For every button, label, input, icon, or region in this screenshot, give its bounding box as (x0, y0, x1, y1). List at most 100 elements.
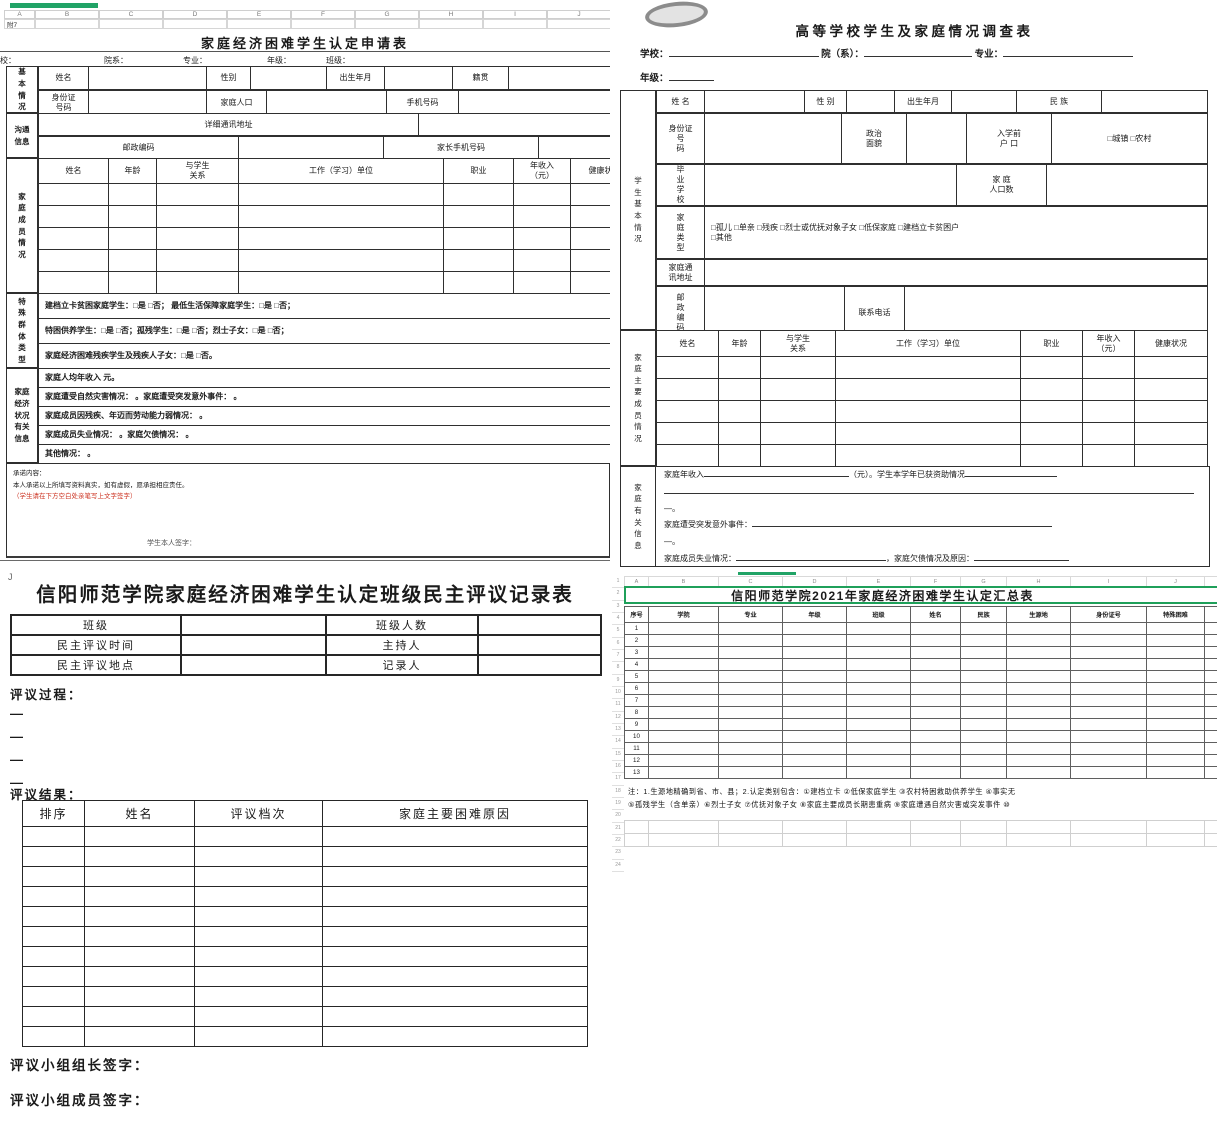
grid-cell[interactable] (910, 694, 961, 707)
grid-cell[interactable] (782, 730, 847, 743)
column-header[interactable]: D (782, 576, 847, 587)
grid-cell[interactable] (648, 766, 719, 779)
row-number[interactable]: 16 (612, 761, 624, 774)
grid-cell[interactable] (782, 658, 847, 671)
row-number[interactable]: 19 (612, 798, 624, 811)
grid-cell[interactable] (1070, 766, 1147, 779)
row-number[interactable]: 6 (612, 638, 624, 650)
grid-cell[interactable] (1070, 646, 1147, 659)
row-index-cell[interactable]: 5 (624, 670, 649, 683)
grid-cell[interactable] (910, 658, 961, 671)
grid-cell[interactable] (718, 634, 783, 647)
grid-cell[interactable] (910, 706, 961, 719)
grid-cell[interactable] (960, 682, 1007, 695)
column-header[interactable]: C (99, 10, 163, 19)
column-header[interactable]: F (910, 576, 961, 587)
grid-cell[interactable] (1070, 622, 1147, 635)
column-header[interactable]: B (35, 10, 99, 19)
grid-cell[interactable] (718, 682, 783, 695)
grid-cell[interactable] (910, 766, 961, 779)
grid-cell[interactable] (910, 622, 961, 635)
grid-cell[interactable] (1146, 706, 1205, 719)
grid-cell[interactable] (1006, 730, 1071, 743)
empty-cell[interactable] (99, 19, 163, 29)
grid-cell[interactable] (846, 682, 911, 695)
grid-cell[interactable] (718, 694, 783, 707)
grid-cell[interactable] (782, 706, 847, 719)
row-index-cell[interactable]: 8 (624, 706, 649, 719)
grid-cell[interactable] (1006, 754, 1071, 767)
row-index-cell[interactable]: 4 (624, 658, 649, 671)
grid-cell[interactable] (910, 730, 961, 743)
grid-cell[interactable] (1070, 730, 1147, 743)
empty-cell[interactable] (35, 19, 99, 29)
column-header[interactable]: D (163, 10, 227, 19)
grid-cell[interactable] (846, 718, 911, 731)
grid-cell[interactable] (718, 658, 783, 671)
grid-cell[interactable] (960, 658, 1007, 671)
row-number[interactable]: 7 (612, 650, 624, 663)
grid-cell[interactable] (846, 742, 911, 755)
grid-cell[interactable] (1146, 766, 1205, 779)
grid-cell[interactable] (910, 634, 961, 647)
row-number[interactable]: 13 (612, 724, 624, 737)
grid-cell[interactable] (960, 706, 1007, 719)
grid-cell[interactable] (1204, 658, 1217, 671)
grid-cell[interactable] (1146, 646, 1205, 659)
row-index-cell[interactable]: 12 (624, 754, 649, 767)
column-header[interactable]: A (624, 576, 649, 587)
cell-a1[interactable]: 附7 (4, 19, 35, 29)
grid-cell[interactable] (782, 766, 847, 779)
grid-cell[interactable] (1070, 670, 1147, 683)
grid-cell[interactable] (960, 622, 1007, 635)
grid-cell[interactable] (1006, 646, 1071, 659)
grid-cell[interactable] (1204, 646, 1217, 659)
grid-cell[interactable] (1146, 658, 1205, 671)
row-index-cell[interactable]: 9 (624, 718, 649, 731)
grid-cell[interactable] (1146, 718, 1205, 731)
grid-cell[interactable] (782, 622, 847, 635)
row-number[interactable]: 21 (612, 823, 624, 835)
grid-cell[interactable] (1146, 742, 1205, 755)
grid-cell[interactable] (1006, 718, 1071, 731)
empty-cell[interactable] (483, 19, 547, 29)
grid-cell[interactable] (648, 694, 719, 707)
grid-cell[interactable] (1006, 682, 1071, 695)
grid-cell[interactable] (910, 682, 961, 695)
grid-cell[interactable] (648, 670, 719, 683)
grid-cell[interactable] (1070, 634, 1147, 647)
row-index-cell[interactable]: 2 (624, 634, 649, 647)
grid-cell[interactable] (960, 754, 1007, 767)
grid-cell[interactable] (1006, 622, 1071, 635)
row-number[interactable]: 22 (612, 835, 624, 848)
grid-cell[interactable] (1006, 766, 1071, 779)
grid-cell[interactable] (1204, 766, 1217, 779)
column-header[interactable]: B (648, 576, 719, 587)
column-header[interactable]: E (846, 576, 911, 587)
column-header[interactable]: J (547, 10, 610, 19)
grid-cell[interactable] (648, 634, 719, 647)
grid-cell[interactable] (648, 658, 719, 671)
column-header[interactable]: I (1070, 576, 1147, 587)
empty-cell[interactable] (355, 19, 419, 29)
grid-cell[interactable] (718, 730, 783, 743)
row-number[interactable]: 3 (612, 601, 624, 613)
grid-cell[interactable] (960, 718, 1007, 731)
empty-cell[interactable] (227, 19, 291, 29)
row-number[interactable]: 15 (612, 749, 624, 761)
row-number[interactable]: 11 (612, 699, 624, 712)
column-header[interactable]: G (355, 10, 419, 19)
grid-cell[interactable] (960, 730, 1007, 743)
grid-cell[interactable] (648, 682, 719, 695)
grid-cell[interactable] (846, 622, 911, 635)
grid-cell[interactable] (718, 670, 783, 683)
grid-cell[interactable] (846, 694, 911, 707)
grid-cell[interactable] (1070, 754, 1147, 767)
column-header[interactable]: F (291, 10, 355, 19)
grid-cell[interactable] (648, 730, 719, 743)
grid-cell[interactable] (718, 754, 783, 767)
row-number[interactable]: 1 (612, 576, 624, 589)
grid-cell[interactable] (1146, 622, 1205, 635)
empty-cell[interactable] (547, 19, 610, 29)
row-number[interactable]: 24 (612, 860, 624, 872)
